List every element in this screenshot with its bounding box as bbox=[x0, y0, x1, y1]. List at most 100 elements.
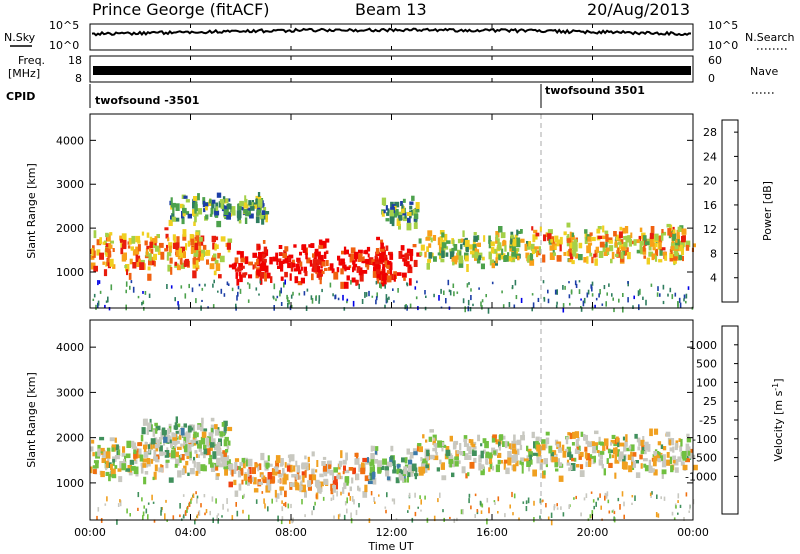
data-cell bbox=[565, 436, 569, 445]
noise-cell bbox=[130, 280, 133, 284]
date-title: 20/Aug/2013 bbox=[587, 0, 691, 19]
data-cell bbox=[550, 239, 553, 243]
data-cell bbox=[389, 456, 393, 464]
data-cell bbox=[205, 214, 209, 220]
data-cell bbox=[483, 449, 486, 454]
data-cell bbox=[326, 460, 329, 469]
data-cell bbox=[194, 450, 198, 454]
data-cell bbox=[636, 249, 642, 254]
noise-cell bbox=[391, 498, 394, 502]
data-cell bbox=[676, 229, 680, 237]
noise-cell bbox=[125, 304, 127, 311]
data-cell bbox=[258, 245, 261, 250]
data-cell bbox=[367, 480, 373, 485]
noise-cell bbox=[656, 292, 659, 297]
noise-cell bbox=[227, 283, 230, 286]
data-cell bbox=[605, 241, 608, 247]
noise-cell bbox=[141, 301, 143, 306]
noise-cell bbox=[200, 503, 202, 508]
data-cell bbox=[658, 259, 663, 263]
data-cell bbox=[259, 252, 263, 261]
noise-cell bbox=[598, 293, 600, 298]
data-cell bbox=[180, 203, 184, 209]
data-cell bbox=[505, 467, 510, 475]
noise-cell bbox=[502, 304, 505, 308]
data-cell bbox=[542, 254, 546, 263]
data-cell bbox=[344, 264, 347, 272]
noise-cell bbox=[547, 289, 549, 294]
data-cell bbox=[653, 469, 658, 476]
data-cell bbox=[540, 459, 544, 465]
data-cell bbox=[111, 445, 115, 452]
data-cell bbox=[507, 457, 512, 466]
data-cell bbox=[97, 444, 101, 449]
data-cell bbox=[400, 245, 405, 251]
data-cell bbox=[658, 451, 661, 456]
colorbar-tick-label: -1000 bbox=[685, 470, 717, 483]
noise-cell bbox=[264, 503, 266, 509]
data-cell bbox=[107, 250, 112, 257]
data-cell bbox=[92, 465, 98, 469]
data-cell bbox=[111, 444, 117, 448]
power-data bbox=[90, 192, 696, 314]
noise-cell bbox=[358, 283, 360, 290]
data-cell bbox=[219, 199, 225, 204]
data-cell bbox=[288, 254, 294, 259]
data-cell bbox=[520, 457, 525, 462]
data-cell bbox=[584, 231, 588, 239]
noise-cell bbox=[217, 513, 220, 516]
data-cell bbox=[371, 445, 375, 452]
data-cell bbox=[399, 471, 403, 475]
noise-cell bbox=[667, 293, 669, 297]
data-cell bbox=[392, 460, 396, 466]
data-cell bbox=[656, 453, 659, 461]
data-cell bbox=[512, 448, 517, 454]
noise-cell bbox=[603, 285, 606, 290]
data-cell bbox=[591, 256, 594, 264]
data-cell bbox=[589, 252, 593, 257]
noise-cell bbox=[509, 504, 511, 509]
data-cell bbox=[424, 451, 427, 459]
data-cell bbox=[362, 457, 368, 462]
noise-cell bbox=[539, 515, 541, 519]
data-cell bbox=[409, 452, 414, 459]
data-cell bbox=[316, 272, 320, 278]
data-cell bbox=[185, 199, 190, 203]
noise-cell bbox=[685, 293, 688, 299]
data-cell bbox=[209, 213, 213, 217]
data-cell bbox=[566, 238, 571, 243]
data-cell bbox=[622, 455, 626, 462]
data-cell bbox=[534, 234, 538, 240]
data-cell bbox=[214, 213, 219, 218]
data-cell bbox=[211, 257, 216, 262]
data-cell bbox=[167, 428, 171, 434]
noise-cell bbox=[311, 298, 314, 304]
noise-cell bbox=[501, 290, 503, 294]
data-cell bbox=[562, 450, 567, 458]
noise-cell bbox=[104, 304, 106, 308]
data-cell bbox=[176, 236, 180, 243]
data-cell bbox=[280, 458, 284, 466]
data-cell bbox=[182, 432, 187, 438]
data-cell bbox=[609, 453, 612, 459]
data-cell bbox=[385, 245, 389, 251]
data-cell bbox=[351, 477, 354, 484]
noise-cell bbox=[481, 305, 483, 310]
data-cell bbox=[276, 259, 279, 266]
data-cell bbox=[567, 432, 571, 436]
data-cell bbox=[617, 241, 622, 245]
data-cell bbox=[210, 417, 215, 422]
noise-cell bbox=[460, 509, 463, 515]
data-cell bbox=[284, 255, 289, 264]
noise-cell bbox=[608, 510, 611, 514]
noise-cell bbox=[258, 293, 260, 296]
data-cell bbox=[423, 465, 428, 473]
data-cell bbox=[172, 206, 175, 214]
data-cell bbox=[106, 233, 111, 242]
noise-cell bbox=[318, 295, 321, 301]
noise-cell bbox=[255, 287, 258, 291]
noise-cell bbox=[355, 509, 358, 516]
data-cell bbox=[160, 251, 165, 260]
data-cell bbox=[636, 239, 641, 244]
data-cell bbox=[153, 253, 157, 261]
